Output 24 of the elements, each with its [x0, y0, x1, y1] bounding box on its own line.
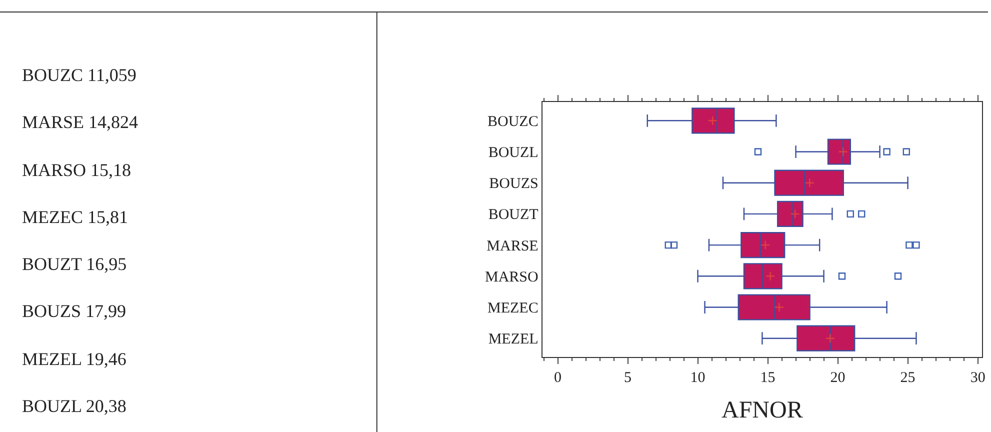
- x-tick-label: 5: [624, 370, 632, 386]
- y-tick-label: BOUZC: [488, 114, 538, 130]
- x-tick-label: 30: [970, 370, 986, 386]
- y-tick-label: BOUZS: [489, 176, 538, 192]
- y-tick-label: BOUZL: [488, 145, 538, 162]
- y-tick-label: MARSE: [486, 238, 538, 254]
- x-tick-label: 15: [760, 370, 776, 386]
- text: BOUZC 11,059: [22, 65, 136, 85]
- text: BOUZT 16,95: [22, 254, 127, 274]
- y-tick-label: BOUZT: [488, 207, 538, 224]
- y-tick-label: MEZEC: [488, 300, 538, 316]
- x-axis-title: AFNOR: [722, 397, 803, 424]
- text: BOUZL 20,38: [22, 396, 126, 416]
- text: MEZEL 19,46: [22, 349, 126, 369]
- text: BOUZS 17,99: [22, 301, 126, 321]
- text: MARSO 15,18: [22, 160, 132, 180]
- text: MARSE 14,824: [22, 112, 138, 132]
- x-tick-label: 20: [830, 370, 846, 386]
- text: MEZEC 15,81: [22, 207, 128, 227]
- x-tick-label: 10: [690, 370, 706, 386]
- y-tick-label: MEZEL: [488, 332, 538, 348]
- y-tick-label: MARSO: [484, 269, 539, 286]
- x-tick-label: 0: [554, 370, 562, 386]
- x-tick-label: 25: [900, 370, 916, 386]
